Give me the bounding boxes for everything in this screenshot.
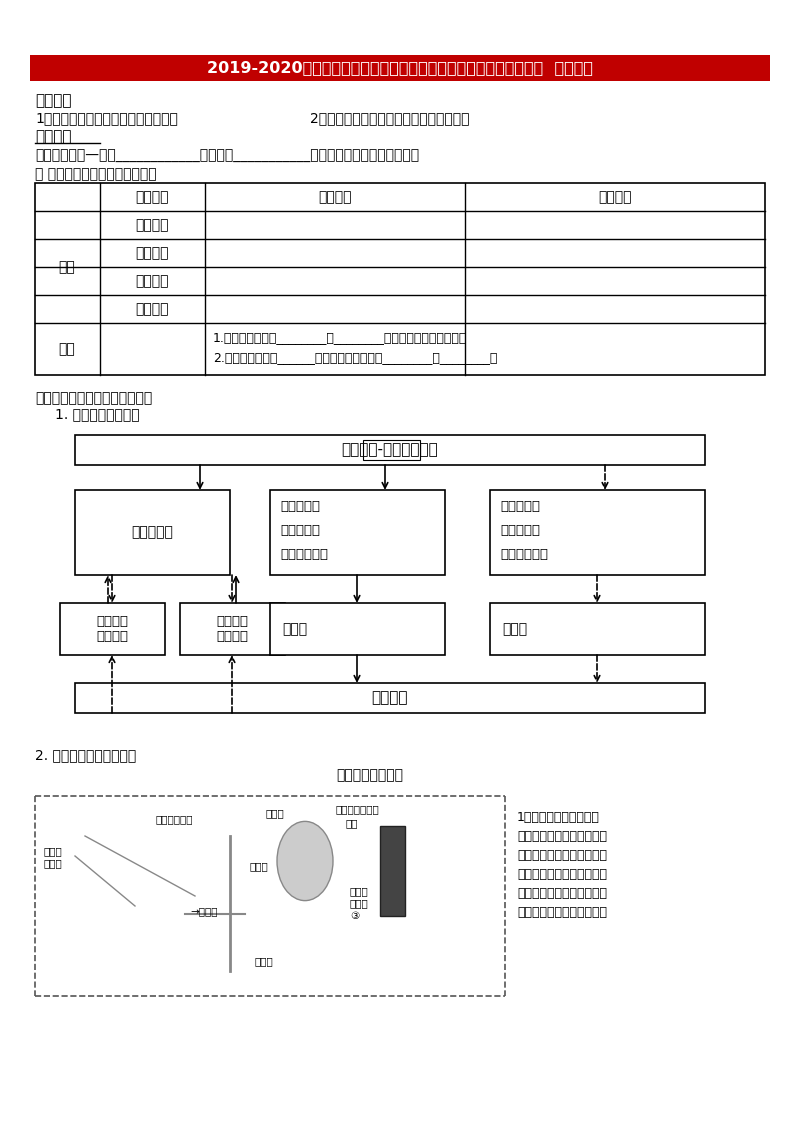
- Bar: [30, 55, 770, 82]
- Text: 三、神经调节和体液调节的协调: 三、神经调节和体液调节的协调: [35, 391, 152, 405]
- Circle shape: [277, 822, 333, 901]
- Text: 作用途径: 作用途径: [135, 218, 169, 232]
- Text: 过滤在肾小囊内形成滤液。: 过滤在肾小囊内形成滤液。: [517, 906, 607, 919]
- Text: 管网时，除血细胞和蛋白质: 管网时，除血细胞和蛋白质: [517, 830, 607, 843]
- Bar: [75, 490, 230, 575]
- Bar: [60, 603, 165, 655]
- Text: 肾小管: 肾小管: [250, 861, 269, 871]
- Text: 1、理解神经调节与体液调节的协调。: 1、理解神经调节与体液调节的协调。: [35, 111, 178, 125]
- Text: 肾小球微血管网: 肾小球微血管网: [335, 804, 378, 814]
- Text: 体温高于
正常体温: 体温高于 正常体温: [96, 615, 128, 643]
- Text: 汗腺分泌：: 汗腺分泌：: [500, 500, 540, 513]
- Text: 动脉: 动脉: [345, 818, 358, 827]
- Text: 1. 体温恒定的调节：: 1. 体温恒定的调节：: [55, 408, 140, 421]
- Text: 反应速度: 反应速度: [135, 246, 169, 260]
- Text: 水、无机盐、葡萄糖、氨基: 水、无机盐、葡萄糖、氨基: [517, 868, 607, 881]
- Bar: [363, 440, 420, 460]
- Text: 1.大多数内分泌腺________或________受中枢神经系统的控制；: 1.大多数内分泌腺________或________受中枢神经系统的控制；: [213, 331, 467, 344]
- Bar: [180, 603, 285, 655]
- Text: 体液调节: 体液调节: [598, 190, 632, 204]
- Text: 作用范围: 作用范围: [135, 274, 169, 288]
- Text: 肌肉和肝脏：: 肌肉和肝脏：: [500, 548, 548, 561]
- Bar: [380, 826, 405, 916]
- Bar: [490, 490, 705, 575]
- Text: 外，血液中的小分子物质如: 外，血液中的小分子物质如: [517, 849, 607, 861]
- Text: 体温：: 体温：: [282, 621, 307, 636]
- Bar: [75, 683, 705, 713]
- Bar: [35, 183, 765, 375]
- Text: 集合管: 集合管: [255, 957, 274, 966]
- Text: 废物多: 废物多: [43, 846, 62, 856]
- Text: 感受到变化: 感受到变化: [131, 525, 173, 539]
- Bar: [270, 603, 445, 655]
- Text: 的血液: 的血液: [43, 858, 62, 868]
- Text: 体温：: 体温：: [502, 621, 527, 636]
- Text: 作用时间: 作用时间: [135, 302, 169, 316]
- Text: 2.内分泌腺分泌的______可以影响神经系统的________和________。: 2.内分泌腺分泌的______可以影响神经系统的________和_______…: [213, 351, 498, 365]
- Text: ③: ③: [350, 911, 359, 921]
- Text: 比较项目: 比较项目: [135, 190, 169, 204]
- Text: 二 、神经调节和体液调节的比较: 二 、神经调节和体液调节的比较: [35, 168, 157, 181]
- Bar: [75, 435, 705, 465]
- Text: 废物多: 废物多: [350, 886, 369, 897]
- Bar: [270, 490, 445, 575]
- Text: 汗腺分泌：: 汗腺分泌：: [280, 500, 320, 513]
- Text: 一、体液调节—激素____________等，通过___________的方式对生命活动进行调节。: 一、体液调节—激素____________等，通过___________的方式对…: [35, 149, 419, 163]
- Text: 通过神经-体液发送信息: 通过神经-体液发送信息: [342, 443, 438, 457]
- Text: 酸、尿素、尿酸等，都会被: 酸、尿素、尿酸等，都会被: [517, 887, 607, 900]
- Text: 联系: 联系: [58, 342, 75, 355]
- Text: 毛细血管：: 毛细血管：: [500, 524, 540, 537]
- Text: 的血液: 的血液: [350, 898, 369, 908]
- Text: 正常体温: 正常体温: [372, 691, 408, 705]
- Text: 1、血液流经肾小球微血: 1、血液流经肾小球微血: [517, 811, 600, 824]
- Text: 尿液的形成过程：: 尿液的形成过程：: [337, 767, 403, 782]
- Text: 2、分析人的体温调节与水盐调节的分析。: 2、分析人的体温调节与水盐调节的分析。: [310, 111, 470, 125]
- Text: 肾小囊: 肾小囊: [265, 808, 284, 818]
- Text: 区别: 区别: [58, 260, 75, 274]
- Text: 学习目标: 学习目标: [35, 93, 71, 108]
- Text: 体温低于
正常体温: 体温低于 正常体温: [216, 615, 248, 643]
- Text: 自主学习: 自主学习: [35, 129, 71, 144]
- Text: 毛细血管：: 毛细血管：: [280, 524, 320, 537]
- Text: 2. 人体水盐平衡的调节：: 2. 人体水盐平衡的调节：: [35, 748, 136, 762]
- Text: 神经调节: 神经调节: [318, 190, 352, 204]
- Text: 2019-2020年高一上学期生物《神经调节与体液调节的关系》导学案  新人教版: 2019-2020年高一上学期生物《神经调节与体液调节的关系》导学案 新人教版: [207, 60, 593, 76]
- Text: 废物少的血液: 废物少的血液: [155, 814, 193, 824]
- Text: →收集管: →收集管: [190, 906, 218, 916]
- Text: 肌肉和肝脏：: 肌肉和肝脏：: [280, 548, 328, 561]
- Bar: [490, 603, 705, 655]
